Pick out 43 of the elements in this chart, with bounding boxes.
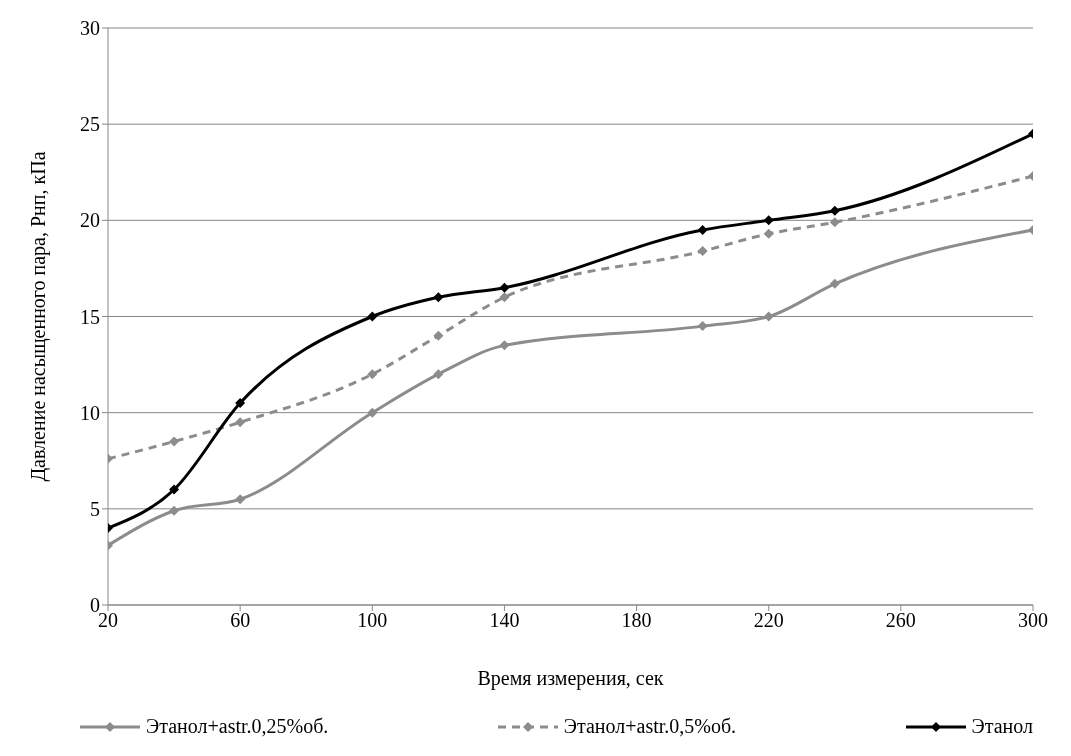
point [697, 246, 708, 257]
point [433, 330, 444, 341]
point [367, 369, 378, 380]
point [367, 407, 378, 418]
x-tick-label: 220 [753, 609, 784, 632]
point [169, 484, 180, 495]
x-tick-label: 300 [1018, 609, 1048, 632]
x-tick-label: 260 [885, 609, 916, 632]
y-tick-label: 30 [80, 17, 100, 40]
point [697, 224, 708, 235]
y-tick-label: 5 [90, 497, 100, 520]
point [499, 292, 510, 303]
legend-label: Этанол+astr.0,5%об. [563, 715, 737, 738]
point [433, 369, 444, 380]
x-tick-label: 100 [357, 609, 388, 632]
point [829, 278, 840, 289]
x-tick-label: 140 [489, 609, 520, 632]
y-tick-label: 20 [80, 209, 100, 232]
y-tick-label: 0 [90, 594, 100, 617]
point [829, 217, 840, 228]
point [169, 436, 180, 447]
y-axis-title: Давление насыщенного пара, Рнп, кПа [27, 151, 51, 482]
point [235, 398, 246, 409]
point [763, 228, 774, 239]
legend-label: Этанол+astr.0,25%об. [146, 715, 329, 738]
point [433, 292, 444, 303]
point [235, 494, 246, 505]
y-tick-label: 10 [80, 401, 100, 424]
point [697, 321, 708, 332]
y-tick-label: 15 [80, 305, 100, 328]
point [367, 311, 378, 322]
legend-label: Этанол [971, 715, 1033, 738]
x-tick-label: 180 [621, 609, 652, 632]
point [235, 417, 246, 428]
point [763, 215, 774, 226]
y-tick-label: 25 [80, 113, 100, 136]
point [169, 505, 180, 516]
point [499, 340, 510, 351]
point [829, 205, 840, 216]
point [763, 311, 774, 322]
point [499, 282, 510, 293]
x-tick-label: 60 [230, 609, 251, 632]
x-axis-title: Время измерения, сек [477, 667, 664, 690]
